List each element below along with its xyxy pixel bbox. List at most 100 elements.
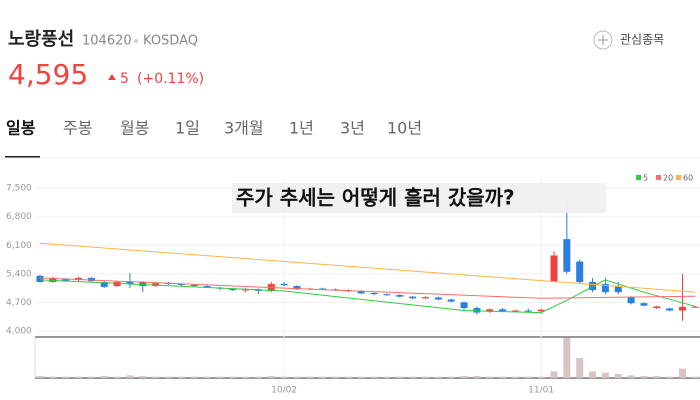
- legend-swatch: [676, 175, 681, 180]
- candle-body: [499, 309, 507, 312]
- tab[interactable]: 3개월: [224, 119, 264, 138]
- candle-body: [576, 261, 584, 282]
- up-arrow: [108, 74, 116, 80]
- volume-bar: [49, 376, 57, 378]
- stock-code: 104620: [82, 34, 132, 49]
- tab[interactable]: 10년: [387, 119, 422, 138]
- y-tick-label: 6,800: [6, 212, 32, 222]
- volume-bar: [62, 376, 70, 378]
- moving-average: [39, 277, 696, 299]
- volume-bar: [550, 371, 558, 378]
- candle-body: [203, 286, 211, 288]
- candle-body: [383, 294, 391, 296]
- volume-bar: [447, 376, 455, 378]
- volume-bar: [537, 376, 545, 378]
- candle-body: [589, 281, 597, 291]
- volume-bar: [434, 376, 442, 378]
- volume-bar: [460, 376, 468, 378]
- volume-bar: [614, 374, 622, 378]
- candle-body: [434, 297, 442, 300]
- candle-body: [422, 297, 429, 299]
- candle-body: [409, 296, 417, 299]
- x-tick-label: 11/01: [528, 386, 554, 396]
- volume-bar: [229, 376, 237, 378]
- volume-bar: [589, 371, 597, 378]
- volume-bar: [524, 376, 532, 378]
- volume-bar: [165, 376, 172, 378]
- add-plus: [598, 35, 608, 45]
- legend-swatch: [656, 175, 661, 180]
- volume-bar: [332, 376, 340, 378]
- volume-bar: [627, 375, 635, 378]
- candle-body: [691, 306, 699, 308]
- volume-bar: [640, 376, 648, 378]
- add-icon[interactable]: [593, 30, 613, 50]
- volume-bar: [113, 376, 121, 378]
- candle-body: [679, 306, 686, 311]
- candle-body: [563, 239, 571, 272]
- candle-body: [87, 277, 95, 282]
- price: 4,595: [8, 58, 88, 91]
- y-tick-label: 4,700: [6, 298, 32, 308]
- volume-bar: [139, 376, 147, 378]
- volume-bar: [152, 376, 160, 378]
- y-tick-label: 4,000: [6, 326, 32, 336]
- candle-body: [396, 295, 404, 297]
- tab[interactable]: 1년: [289, 119, 314, 138]
- volume-bar: [100, 376, 108, 378]
- volume-bar: [319, 376, 327, 378]
- volume-bar: [280, 376, 288, 378]
- volume-bar: [396, 376, 404, 378]
- volume-bar: [601, 372, 609, 378]
- tab[interactable]: 월봉: [120, 119, 149, 138]
- moving-average: [39, 242, 696, 293]
- overlay-box: [232, 183, 606, 213]
- candle-body: [139, 281, 147, 287]
- legend-label: 20: [663, 174, 673, 183]
- volume-bar: [511, 376, 519, 378]
- candle-body: [293, 286, 301, 290]
- dot: [134, 39, 138, 43]
- candle-body: [511, 310, 519, 312]
- candle-body: [473, 308, 481, 313]
- legend-label: 60: [683, 174, 693, 183]
- volume-bar: [242, 376, 250, 378]
- volume-bar: [87, 376, 95, 378]
- y-tick-label: 6,100: [6, 241, 32, 251]
- candle-body: [666, 308, 674, 311]
- change: 5: [120, 71, 129, 87]
- candle-body: [486, 309, 494, 312]
- market: KOSDAQ: [143, 34, 198, 49]
- volume-bar: [679, 368, 686, 378]
- tab[interactable]: 3년: [340, 119, 365, 138]
- candle-body: [601, 284, 609, 293]
- candle-body: [62, 278, 70, 281]
- volume-bar: [409, 376, 417, 378]
- candle-body: [229, 288, 237, 291]
- volume-bar: [267, 376, 275, 378]
- volume-bar: [75, 376, 83, 378]
- volume-bar: [177, 376, 185, 378]
- watch-button[interactable]: 관심종목: [620, 33, 664, 47]
- candle-body: [113, 281, 121, 287]
- moving-average: [39, 279, 696, 314]
- candle-body: [537, 309, 545, 312]
- candle-body: [524, 310, 532, 312]
- candle-body: [242, 289, 250, 291]
- volume-bar: [190, 376, 198, 378]
- candle-body: [319, 288, 327, 290]
- tab[interactable]: 일봉: [6, 119, 36, 138]
- candle-body: [36, 275, 44, 282]
- volume-bar: [576, 358, 584, 378]
- candle-body: [653, 306, 661, 309]
- legend-label: 5: [643, 174, 648, 183]
- volume-bar: [473, 376, 481, 378]
- candle-body: [190, 284, 198, 287]
- candle-body: [614, 286, 622, 293]
- tab[interactable]: 1일: [175, 119, 200, 138]
- candle-body: [627, 297, 635, 304]
- candle-body: [49, 277, 57, 282]
- tab[interactable]: 주봉: [63, 119, 92, 138]
